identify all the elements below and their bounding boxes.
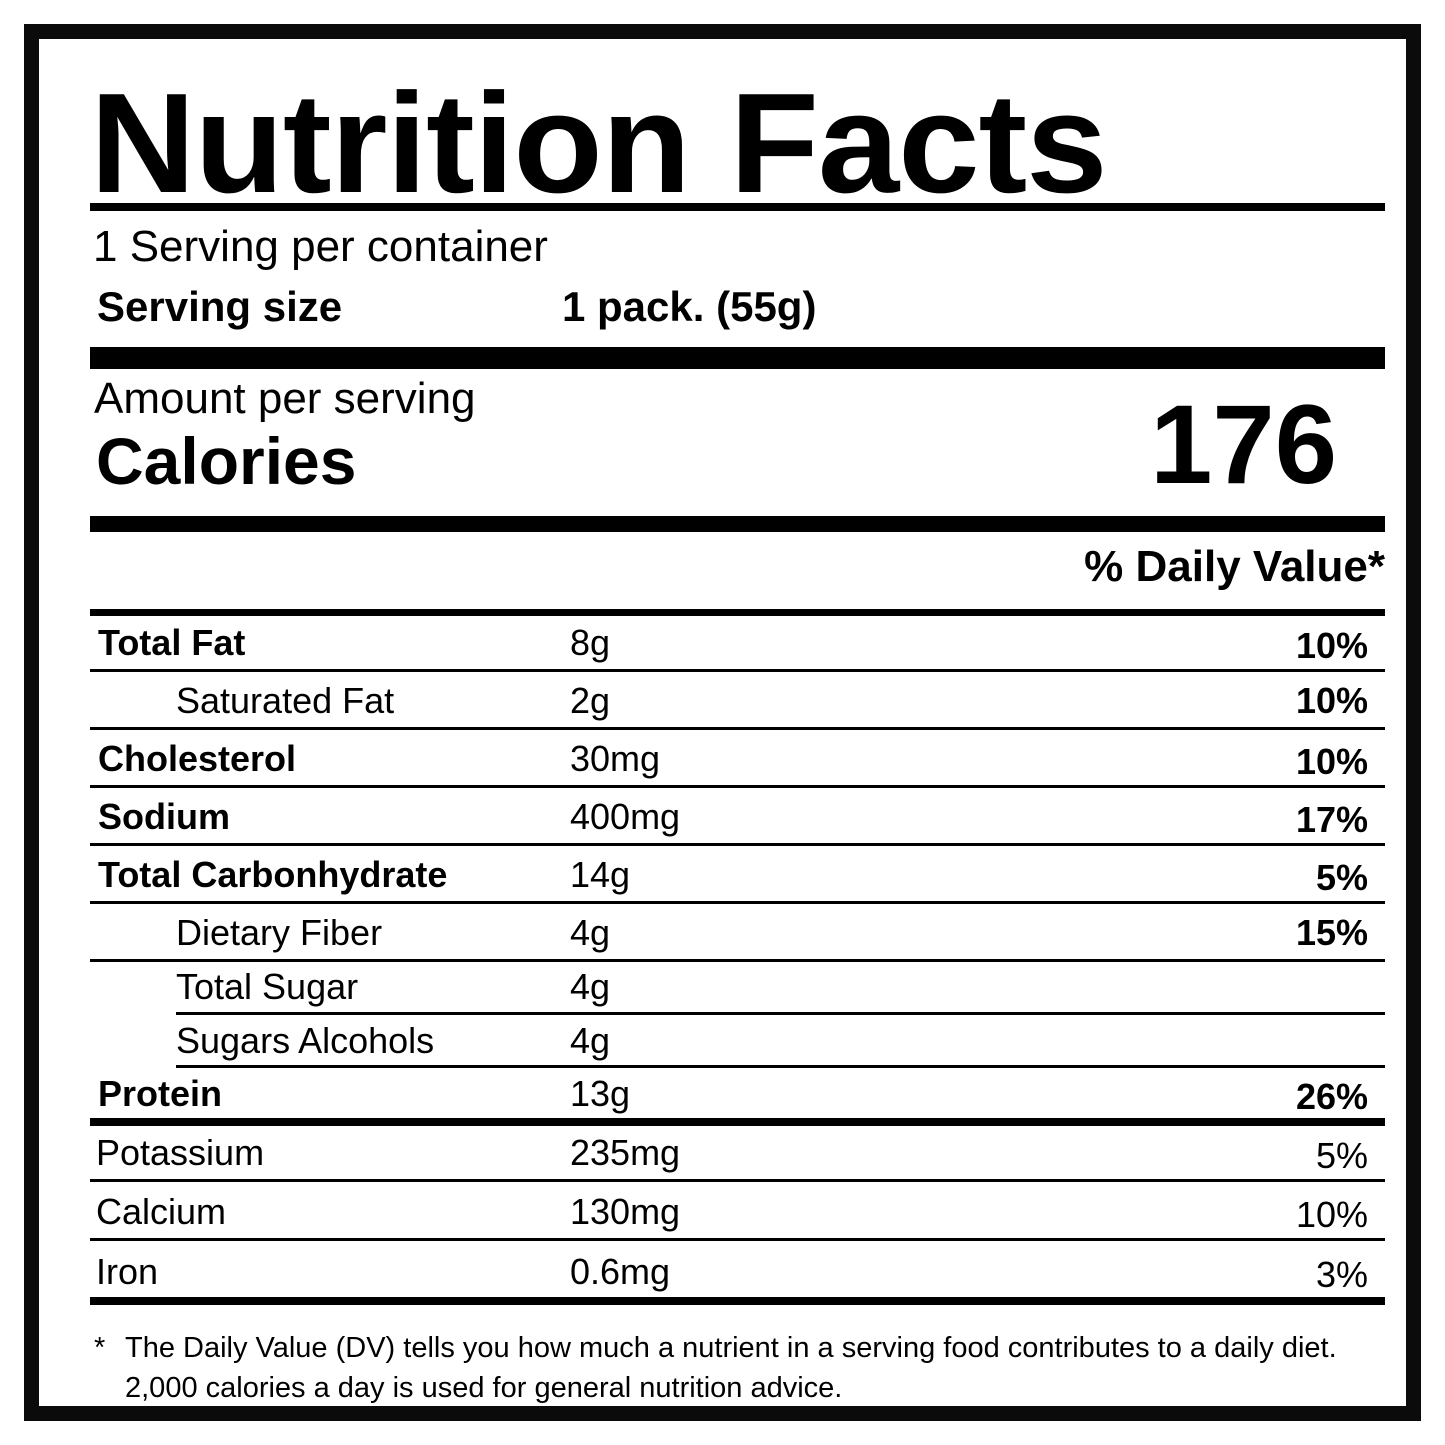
nutrient-name: Dietary Fiber (176, 912, 383, 953)
nutrient-amount: 4g (570, 912, 611, 953)
nutrient-name: Sodium (98, 796, 230, 837)
bottom-rule (90, 1297, 1385, 1305)
dv-rule (90, 609, 1385, 616)
nutrient-name: Protein (98, 1073, 223, 1114)
amount-per-serving: Amount per serving (94, 374, 476, 423)
row-divider (90, 669, 1385, 672)
row-divider (176, 1065, 1385, 1068)
nutrient-name: Total Sugar (176, 966, 359, 1007)
mineral-name: Iron (96, 1251, 159, 1292)
mineral-amount: 130mg (570, 1191, 681, 1232)
row-divider (90, 785, 1385, 788)
footnote-marker: * (94, 1332, 106, 1364)
row-divider (90, 959, 1385, 962)
nutrient-dv: 10% (1295, 680, 1368, 721)
row-divider (90, 727, 1385, 730)
nutrient-name: Saturated Fat (176, 680, 395, 721)
row-divider (90, 843, 1385, 846)
nutrient-amount: 8g (570, 622, 611, 663)
mineral-dv: 10% (1295, 1194, 1368, 1235)
title-rule (90, 203, 1385, 211)
nutrient-amount: 30mg (570, 738, 661, 779)
nutrient-amount: 14g (570, 854, 631, 895)
mineral-dv: 5% (1315, 1135, 1368, 1176)
row-divider (90, 1238, 1385, 1241)
mineral-amount: 0.6mg (570, 1251, 671, 1292)
row-divider (90, 901, 1385, 904)
nutrient-dv: 10% (1295, 741, 1368, 782)
nutrient-name: Sugars Alcohols (176, 1020, 435, 1061)
serving-size-value: 1 pack. (55g) (562, 283, 817, 330)
daily-value-header: % Daily Value* (1084, 542, 1385, 591)
protein-rule (90, 1118, 1385, 1126)
mineral-name: Potassium (96, 1132, 265, 1173)
nutrient-dv: 26% (1295, 1076, 1368, 1117)
mineral-dv: 3% (1315, 1254, 1368, 1295)
nutrient-amount: 400mg (570, 796, 681, 837)
calories-rule (90, 516, 1385, 532)
nutrient-amount: 4g (570, 966, 611, 1007)
nutrient-name: Total Carbonhydrate (98, 854, 448, 895)
nutrient-name: Cholesterol (98, 738, 297, 779)
serving-size-label: Serving size (97, 283, 343, 330)
nutrition-label-frame: Nutrition Facts 1 Serving per container … (24, 24, 1421, 1421)
calories-label: Calories (96, 424, 357, 498)
footnote-text: The Daily Value (DV) tells you how much … (125, 1332, 1337, 1404)
row-divider (176, 1012, 1385, 1015)
serving-rule (90, 347, 1385, 369)
servings-per-container: 1 Serving per container (93, 222, 548, 271)
nutrient-dv: 15% (1295, 912, 1368, 953)
nutrient-dv: 5% (1315, 857, 1368, 898)
mineral-name: Calcium (96, 1191, 227, 1232)
nutrient-amount: 4g (570, 1020, 611, 1061)
nutrient-amount: 13g (570, 1073, 631, 1114)
calories-value: 176 (1150, 382, 1337, 507)
row-divider (90, 1179, 1385, 1182)
label-title: Nutrition Facts (90, 64, 1108, 223)
nutrient-amount: 2g (570, 680, 611, 721)
nutrient-name: Total Fat (98, 622, 246, 663)
nutrient-dv: 17% (1295, 799, 1368, 840)
mineral-amount: 235mg (570, 1132, 681, 1173)
nutrient-dv: 10% (1295, 625, 1368, 666)
